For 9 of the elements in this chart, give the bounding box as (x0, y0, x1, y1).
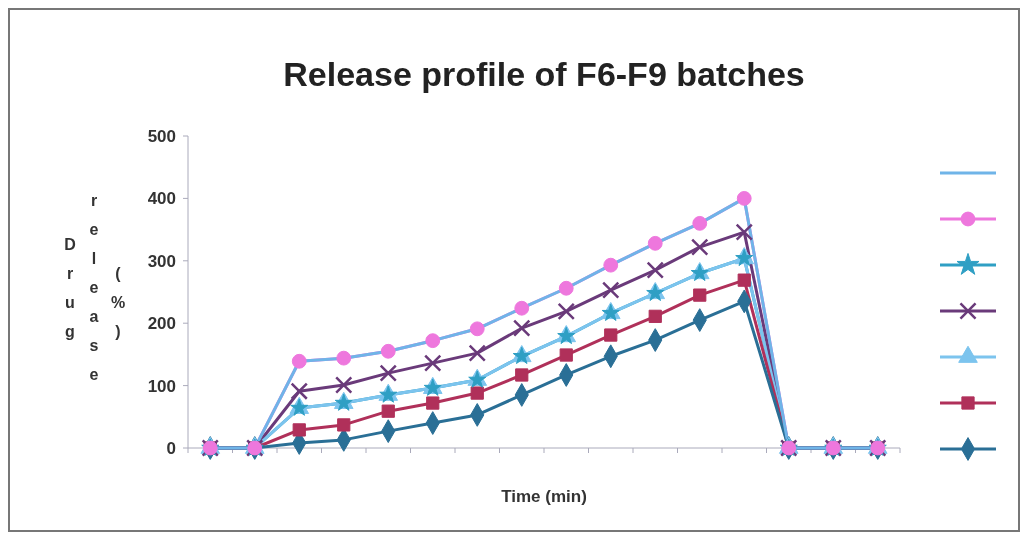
y-tick-label: 0 (166, 438, 176, 458)
y-tick-label: 100 (147, 376, 176, 396)
y-tick-label: 400 (147, 189, 176, 209)
y-tick-label: 300 (147, 251, 176, 271)
y-tick-label: 500 (147, 126, 176, 146)
y-tick-label: 200 (147, 314, 176, 334)
x-axis-title: Time (min) (501, 487, 587, 506)
y-axis-title: Drug release (%) (61, 192, 127, 424)
chart-title: Release profile of F6-F9 batches (283, 55, 805, 93)
